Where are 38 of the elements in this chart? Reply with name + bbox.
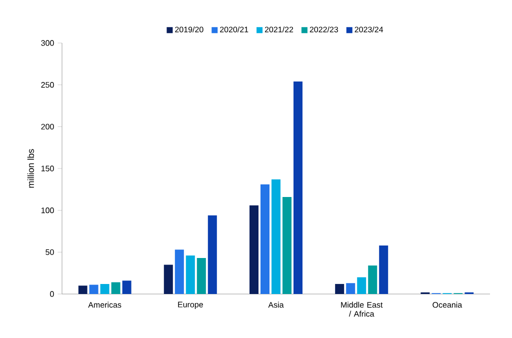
x-tick-label: Europe [178, 302, 203, 309]
bar [260, 184, 270, 294]
y-tick-label: 100 [41, 208, 54, 214]
y-tick-label: 50 [46, 249, 54, 255]
bar [100, 284, 110, 294]
bar [208, 215, 217, 294]
y-tick-label: 150 [41, 166, 54, 172]
bar [89, 284, 98, 294]
bar [249, 205, 258, 294]
x-tick-label: Americas [88, 302, 122, 308]
y-tick-label: 300 [41, 40, 54, 46]
bar [293, 81, 302, 294]
legend-label: 2019/20 [175, 26, 204, 32]
bar [164, 264, 173, 294]
bar [271, 179, 280, 294]
y-tick-label: 0 [50, 291, 54, 297]
bar [282, 196, 292, 294]
y-axis-title: million lbs [27, 149, 34, 188]
bar [78, 286, 88, 294]
bar [335, 284, 344, 294]
bar [174, 250, 184, 294]
legend-label: 2023/24 [354, 26, 384, 32]
x-tick-label: Oceania [432, 302, 462, 308]
bar [368, 266, 378, 294]
y-tick-label: 200 [41, 124, 54, 130]
bar [111, 282, 120, 294]
bar [196, 258, 206, 294]
legend-label: 2021/22 [264, 26, 294, 32]
legend-label: 2020/21 [220, 26, 248, 32]
bar [346, 283, 356, 294]
bar [357, 277, 366, 294]
y-tick-label: 250 [41, 82, 54, 88]
bar [379, 245, 388, 294]
bar [122, 280, 132, 294]
x-tick-label: Asia [268, 302, 284, 308]
legend-label: 2022/23 [310, 26, 338, 32]
x-tick-label: Middle East / Africa [341, 302, 383, 317]
bar [186, 256, 195, 294]
